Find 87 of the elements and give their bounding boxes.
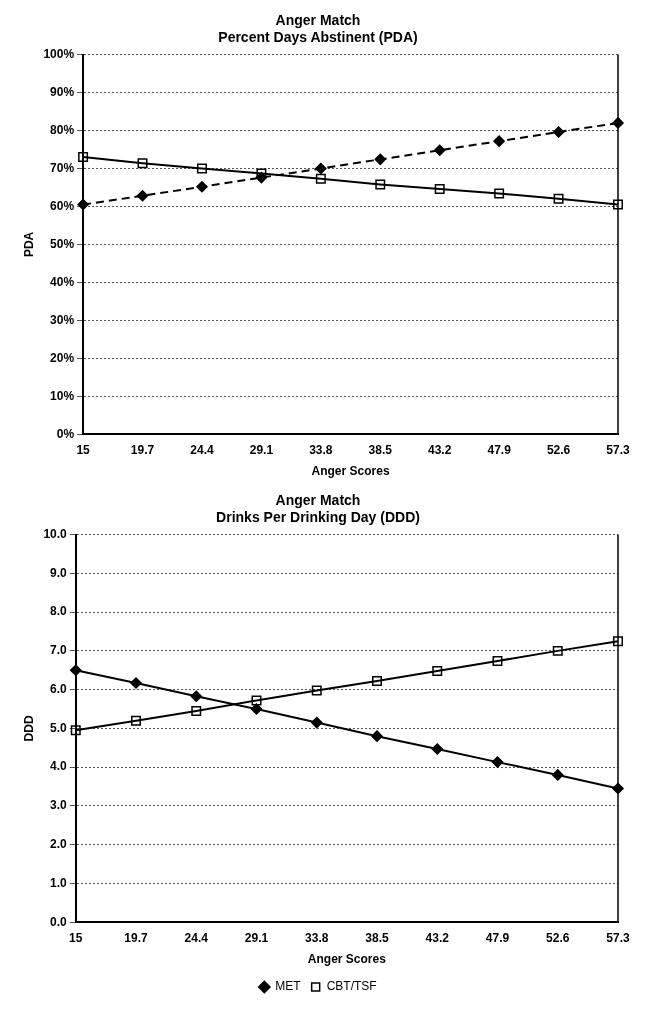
point <box>372 676 382 687</box>
x-tick-label: 57.3 <box>606 442 630 457</box>
point <box>315 162 327 175</box>
y-tick-label: 4.0 <box>50 759 68 774</box>
x-tick-label: 15 <box>69 930 83 945</box>
x-axis-title: Anger Scores <box>311 464 390 479</box>
y-tick-label: 2.0 <box>50 836 68 851</box>
y-tick-label: 80% <box>50 122 75 137</box>
point <box>311 685 322 696</box>
chart-subtitle: Percent Days Abstinent (PDA) <box>218 29 418 46</box>
point <box>131 715 141 726</box>
point <box>371 730 383 742</box>
point <box>251 695 262 706</box>
point <box>130 677 142 689</box>
y-tick-label: 7.0 <box>50 643 68 658</box>
x-tick-label: 43.2 <box>425 930 450 945</box>
x-tick-label: 57.3 <box>606 930 630 945</box>
point <box>196 180 208 193</box>
x-tick-label: 52.6 <box>546 442 571 457</box>
x-tick-label: 47.9 <box>485 930 510 945</box>
point <box>78 152 89 163</box>
x-tick-label: 33.8 <box>305 930 329 945</box>
y-tick-label: 9.0 <box>50 565 68 580</box>
x-tick-label: 19.7 <box>124 930 149 945</box>
point <box>256 168 267 179</box>
y-tick-label: 50% <box>50 236 75 251</box>
point <box>431 743 443 755</box>
x-tick-label: 33.8 <box>309 442 333 457</box>
point <box>375 179 386 190</box>
y-tick-label: 3.0 <box>50 798 68 813</box>
chart-subtitle: Drinks Per Drinking Day (DDD) <box>216 509 420 526</box>
point <box>552 769 564 781</box>
point <box>613 199 623 210</box>
point <box>196 163 207 174</box>
x-axis-title: Anger Scores <box>307 952 387 967</box>
point <box>311 716 323 729</box>
point <box>136 190 149 202</box>
y-tick-label: 10% <box>50 388 75 403</box>
point <box>191 705 202 716</box>
x-tick-label: 24.4 <box>190 442 214 457</box>
y-tick-label: 0.0 <box>50 914 68 929</box>
point <box>552 126 565 138</box>
chart-title: Anger Match <box>275 492 361 509</box>
x-tick-label: 52.6 <box>546 930 570 945</box>
x-tick-label: 47.9 <box>487 442 512 457</box>
point <box>613 636 623 647</box>
y-tick-label: 70% <box>50 160 75 175</box>
point <box>552 645 563 656</box>
x-tick-label: 24.4 <box>184 930 209 945</box>
point <box>553 193 564 204</box>
point <box>491 756 504 768</box>
y-tick-label: 10.0 <box>43 526 68 541</box>
point <box>190 690 202 702</box>
x-tick-label: 19.7 <box>130 442 155 457</box>
point <box>434 183 445 194</box>
point <box>315 173 326 184</box>
y-axis-title: DDD <box>21 715 36 742</box>
point <box>432 666 443 677</box>
legend-label: CBT/TSF <box>326 979 377 994</box>
point <box>374 153 387 166</box>
y-tick-label: 1.0 <box>50 875 68 890</box>
point <box>250 703 263 715</box>
y-tick-label: 90% <box>50 84 75 99</box>
y-tick-label: 30% <box>50 312 75 327</box>
legend-label: MET <box>275 979 302 994</box>
x-tick-label: 15 <box>76 442 91 457</box>
point <box>493 135 505 147</box>
y-tick-label: 20% <box>50 350 75 365</box>
x-tick-label: 38.5 <box>365 930 389 945</box>
y-tick-label: 40% <box>50 274 75 289</box>
point <box>492 655 503 666</box>
chart-title: Anger Match <box>275 12 361 29</box>
point <box>494 188 505 199</box>
point <box>137 158 148 169</box>
point <box>433 144 446 157</box>
y-tick-label: 5.0 <box>50 720 68 735</box>
x-tick-label: 29.1 <box>249 442 274 457</box>
y-tick-label: 8.0 <box>50 604 68 619</box>
point <box>70 725 81 736</box>
y-tick-label: 6.0 <box>50 681 68 696</box>
x-tick-label: 38.5 <box>368 442 393 457</box>
y-tick-label: 0% <box>56 426 75 441</box>
y-tick-label: 60% <box>50 198 75 213</box>
x-tick-label: 43.2 <box>428 442 452 457</box>
x-tick-label: 29.1 <box>244 930 269 945</box>
y-tick-label: 100% <box>43 46 75 61</box>
y-axis-title: PDA <box>21 231 36 258</box>
